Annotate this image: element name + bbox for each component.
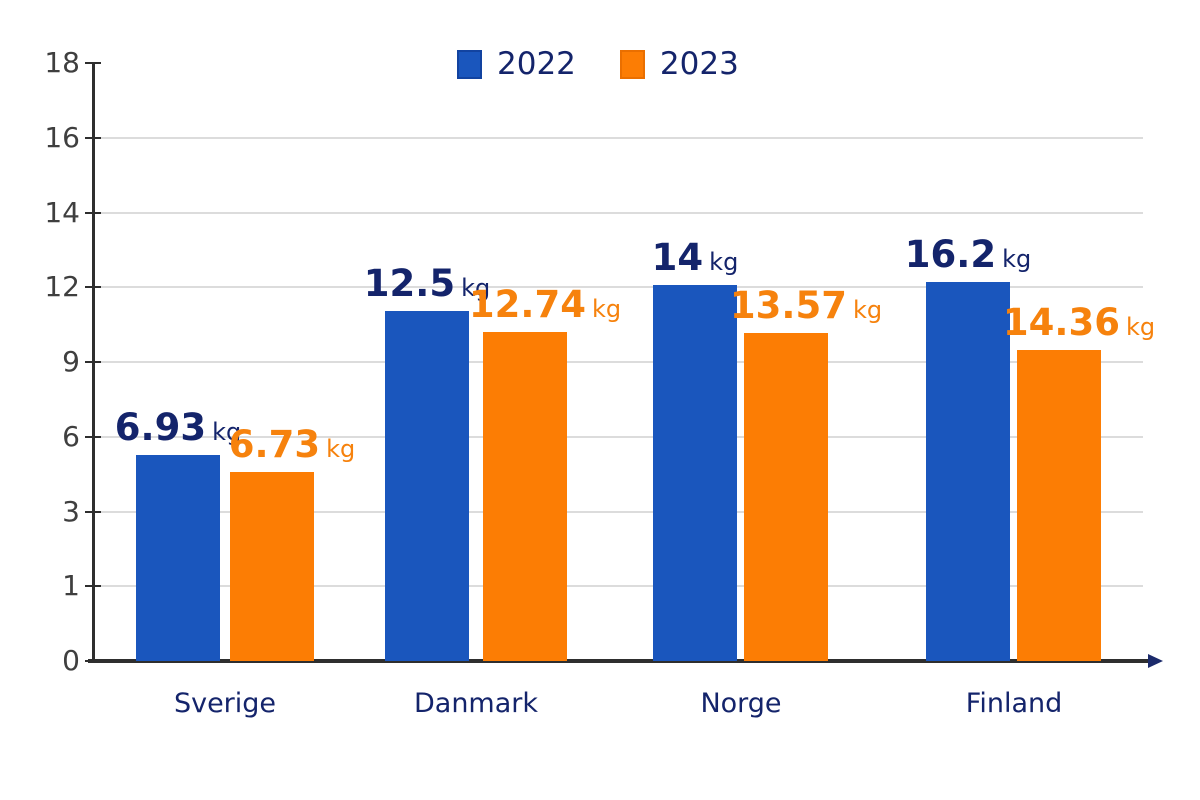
x-axis-label-norge: Norge	[700, 688, 782, 719]
legend-swatch-2023-icon	[619, 50, 645, 79]
y-tick-label-3: 3	[62, 494, 80, 528]
y-axis-line	[92, 63, 95, 663]
value-number: 16.2	[904, 233, 997, 276]
y-tick-label-16: 16	[44, 120, 80, 154]
value-number: 14	[651, 236, 704, 279]
value-unit: kg	[591, 295, 622, 323]
legend-item-2023: 2023	[619, 46, 739, 82]
value-label-2022-danmark: 12.5 kg	[363, 262, 491, 305]
value-number: 12.5	[363, 262, 456, 305]
bar-2023-danmark	[483, 332, 567, 661]
y-tick-label-0: 0	[62, 643, 80, 677]
value-unit: kg	[326, 435, 356, 463]
gridline-12	[95, 286, 1143, 288]
y-tick-label-9: 9	[62, 344, 80, 378]
value-label-2022-sverige: 6.93 kg	[114, 406, 242, 449]
value-unit: kg	[461, 274, 491, 302]
bar-2023-finland	[1017, 350, 1101, 661]
gridline-1	[95, 585, 1143, 587]
bar-2022-norge	[653, 285, 737, 661]
y-tick-label-14: 14	[44, 195, 80, 229]
legend-label-2023: 2023	[659, 46, 739, 82]
value-label-2022-norge: 14 kg	[651, 236, 739, 279]
legend-item-2022: 2022	[457, 49, 576, 80]
bar-2022-danmark	[385, 311, 469, 661]
value-number: 13.57	[729, 284, 847, 327]
bar-2022-finland	[926, 282, 1010, 661]
legend-swatch-2022-icon	[457, 50, 482, 79]
y-tick-label-6: 6	[62, 419, 80, 453]
y-tick-label-12: 12	[44, 269, 80, 303]
gridline-9	[95, 361, 1143, 363]
y-tick-label-1: 1	[62, 568, 80, 602]
value-unit: kg	[1125, 313, 1156, 341]
chart-legend: 2022 2023	[457, 49, 739, 80]
x-axis-arrow-icon	[1148, 654, 1163, 668]
value-number: 14.36	[1002, 301, 1120, 344]
x-axis-label-danmark: Danmark	[413, 688, 539, 719]
bar-2023-sverige	[230, 472, 314, 661]
x-axis-label-sverige: Sverige	[173, 688, 277, 719]
legend-label-2022: 2022	[497, 46, 576, 82]
x-axis-line	[88, 659, 1148, 663]
value-unit: kg	[852, 296, 883, 324]
value-label-2023-norge: 13.57 kg	[729, 284, 883, 327]
value-unit: kg	[212, 418, 242, 446]
value-unit: kg	[709, 248, 739, 276]
x-axis-label-finland: Finland	[965, 688, 1063, 719]
value-label-2023-danmark: 12.74 kg	[468, 283, 622, 326]
bar-2023-norge	[744, 333, 828, 661]
value-number: 12.74	[468, 283, 586, 326]
y-tick-label-18: 18	[44, 45, 80, 79]
gridline-16	[95, 137, 1143, 139]
value-number: 6.93	[114, 406, 207, 449]
bar-2022-sverige	[136, 455, 220, 661]
gridline-14	[95, 211, 1143, 214]
value-label-2023-sverige: 6.73 kg	[228, 423, 356, 466]
gridline-3	[95, 510, 1143, 513]
gridline-6	[95, 436, 1143, 438]
value-unit: kg	[1002, 245, 1032, 273]
value-number: 6.73	[228, 423, 321, 466]
value-label-2022-finland: 16.2 kg	[904, 233, 1032, 276]
value-label-2023-finland: 14.36 kg	[1002, 301, 1156, 344]
